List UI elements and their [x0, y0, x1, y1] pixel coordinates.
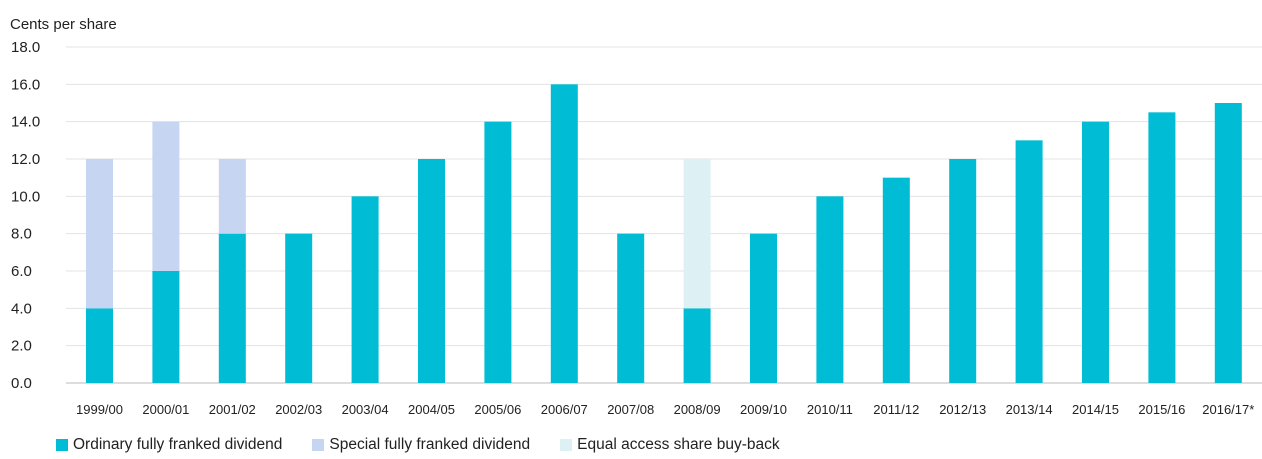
y-tick-label: 0.0 [11, 375, 32, 392]
y-tick-label: 10.0 [11, 188, 40, 205]
bar-segment [816, 196, 844, 383]
y-tick-label: 16.0 [11, 76, 40, 93]
x-tick-label: 2001/02 [209, 402, 256, 417]
x-tick-label: 2002/03 [275, 402, 322, 417]
bar-segment [617, 233, 645, 383]
x-tick-label: 2000/01 [142, 402, 189, 417]
bar-segment [1214, 103, 1242, 383]
legend-swatch [56, 439, 68, 451]
bar-segment [550, 84, 578, 383]
x-tick-label: 2005/06 [474, 402, 521, 417]
x-tick-label: 2016/17* [1202, 402, 1254, 417]
bar-segment [218, 233, 246, 383]
bar-segment [218, 159, 246, 234]
bar-segment [86, 308, 113, 383]
y-tick-label: 14.0 [11, 114, 40, 131]
bar-segment [949, 159, 977, 383]
legend-swatch [560, 439, 573, 451]
gridlines [66, 46, 1262, 384]
y-tick-label: 6.0 [11, 263, 32, 280]
bar-segment [418, 159, 445, 383]
legend-label: Ordinary fully franked dividend [73, 436, 283, 453]
x-tick-label: 1999/00 [76, 402, 123, 417]
bar-segment [152, 121, 180, 272]
x-tick-label: 2004/05 [408, 402, 455, 417]
x-tick-label: 2003/04 [342, 402, 389, 417]
x-tick-label: 2010/11 [807, 402, 853, 417]
x-tick-label: 2014/15 [1072, 402, 1119, 417]
y-tick-labels: 0.0 2.0 4.0 6.0 8.0 10.0 12.0 14.0 16.0 18.0 [11, 39, 40, 392]
bar-segment [1015, 140, 1043, 383]
bar-segment [351, 196, 379, 383]
bar-segment [683, 308, 711, 383]
y-tick-label: 18.0 [11, 39, 40, 56]
y-tick-label: 4.0 [11, 300, 32, 317]
legend-item: Ordinary fully franked dividend [56, 436, 282, 454]
bar-segment [285, 233, 313, 383]
x-tick-label: 2006/07 [541, 402, 588, 417]
legend: Ordinary fully franked dividend Special f… [56, 436, 780, 454]
x-tick-label: 2007/08 [607, 402, 654, 417]
legend-swatch [312, 439, 325, 451]
x-tick-label: 2015/16 [1138, 402, 1185, 417]
y-tick-label: 12.0 [11, 151, 40, 168]
bar-segment [484, 121, 512, 384]
x-tick-label: 2009/10 [740, 402, 787, 417]
x-tick-labels: 1999/00 2000/01 2001/02 2002/03 2003/04 2004/… [76, 402, 1254, 417]
bar-segment [750, 233, 777, 383]
x-tick-label: 2012/13 [939, 402, 986, 417]
legend-item: Equal access share buy-back [560, 436, 780, 454]
bar-segment [1148, 112, 1176, 383]
legend-label: Equal access share buy-back [577, 436, 780, 453]
bar-segment [86, 159, 113, 309]
bar-segment [152, 271, 180, 383]
bar-segment [1082, 121, 1109, 384]
x-tick-label: 2013/14 [1006, 402, 1053, 417]
y-tick-label: 8.0 [11, 226, 32, 243]
legend-label: Special fully franked dividend [329, 436, 531, 453]
bar-segment [882, 177, 910, 383]
y-tick-label: 2.0 [11, 338, 32, 355]
x-tick-label: 2008/09 [674, 402, 721, 417]
legend-item: Special fully franked dividend [312, 436, 530, 454]
x-tick-label: 2011/12 [873, 402, 919, 417]
y-axis-label: Cents per share [10, 16, 117, 33]
bar-segment [683, 159, 711, 309]
bars [86, 84, 1242, 384]
